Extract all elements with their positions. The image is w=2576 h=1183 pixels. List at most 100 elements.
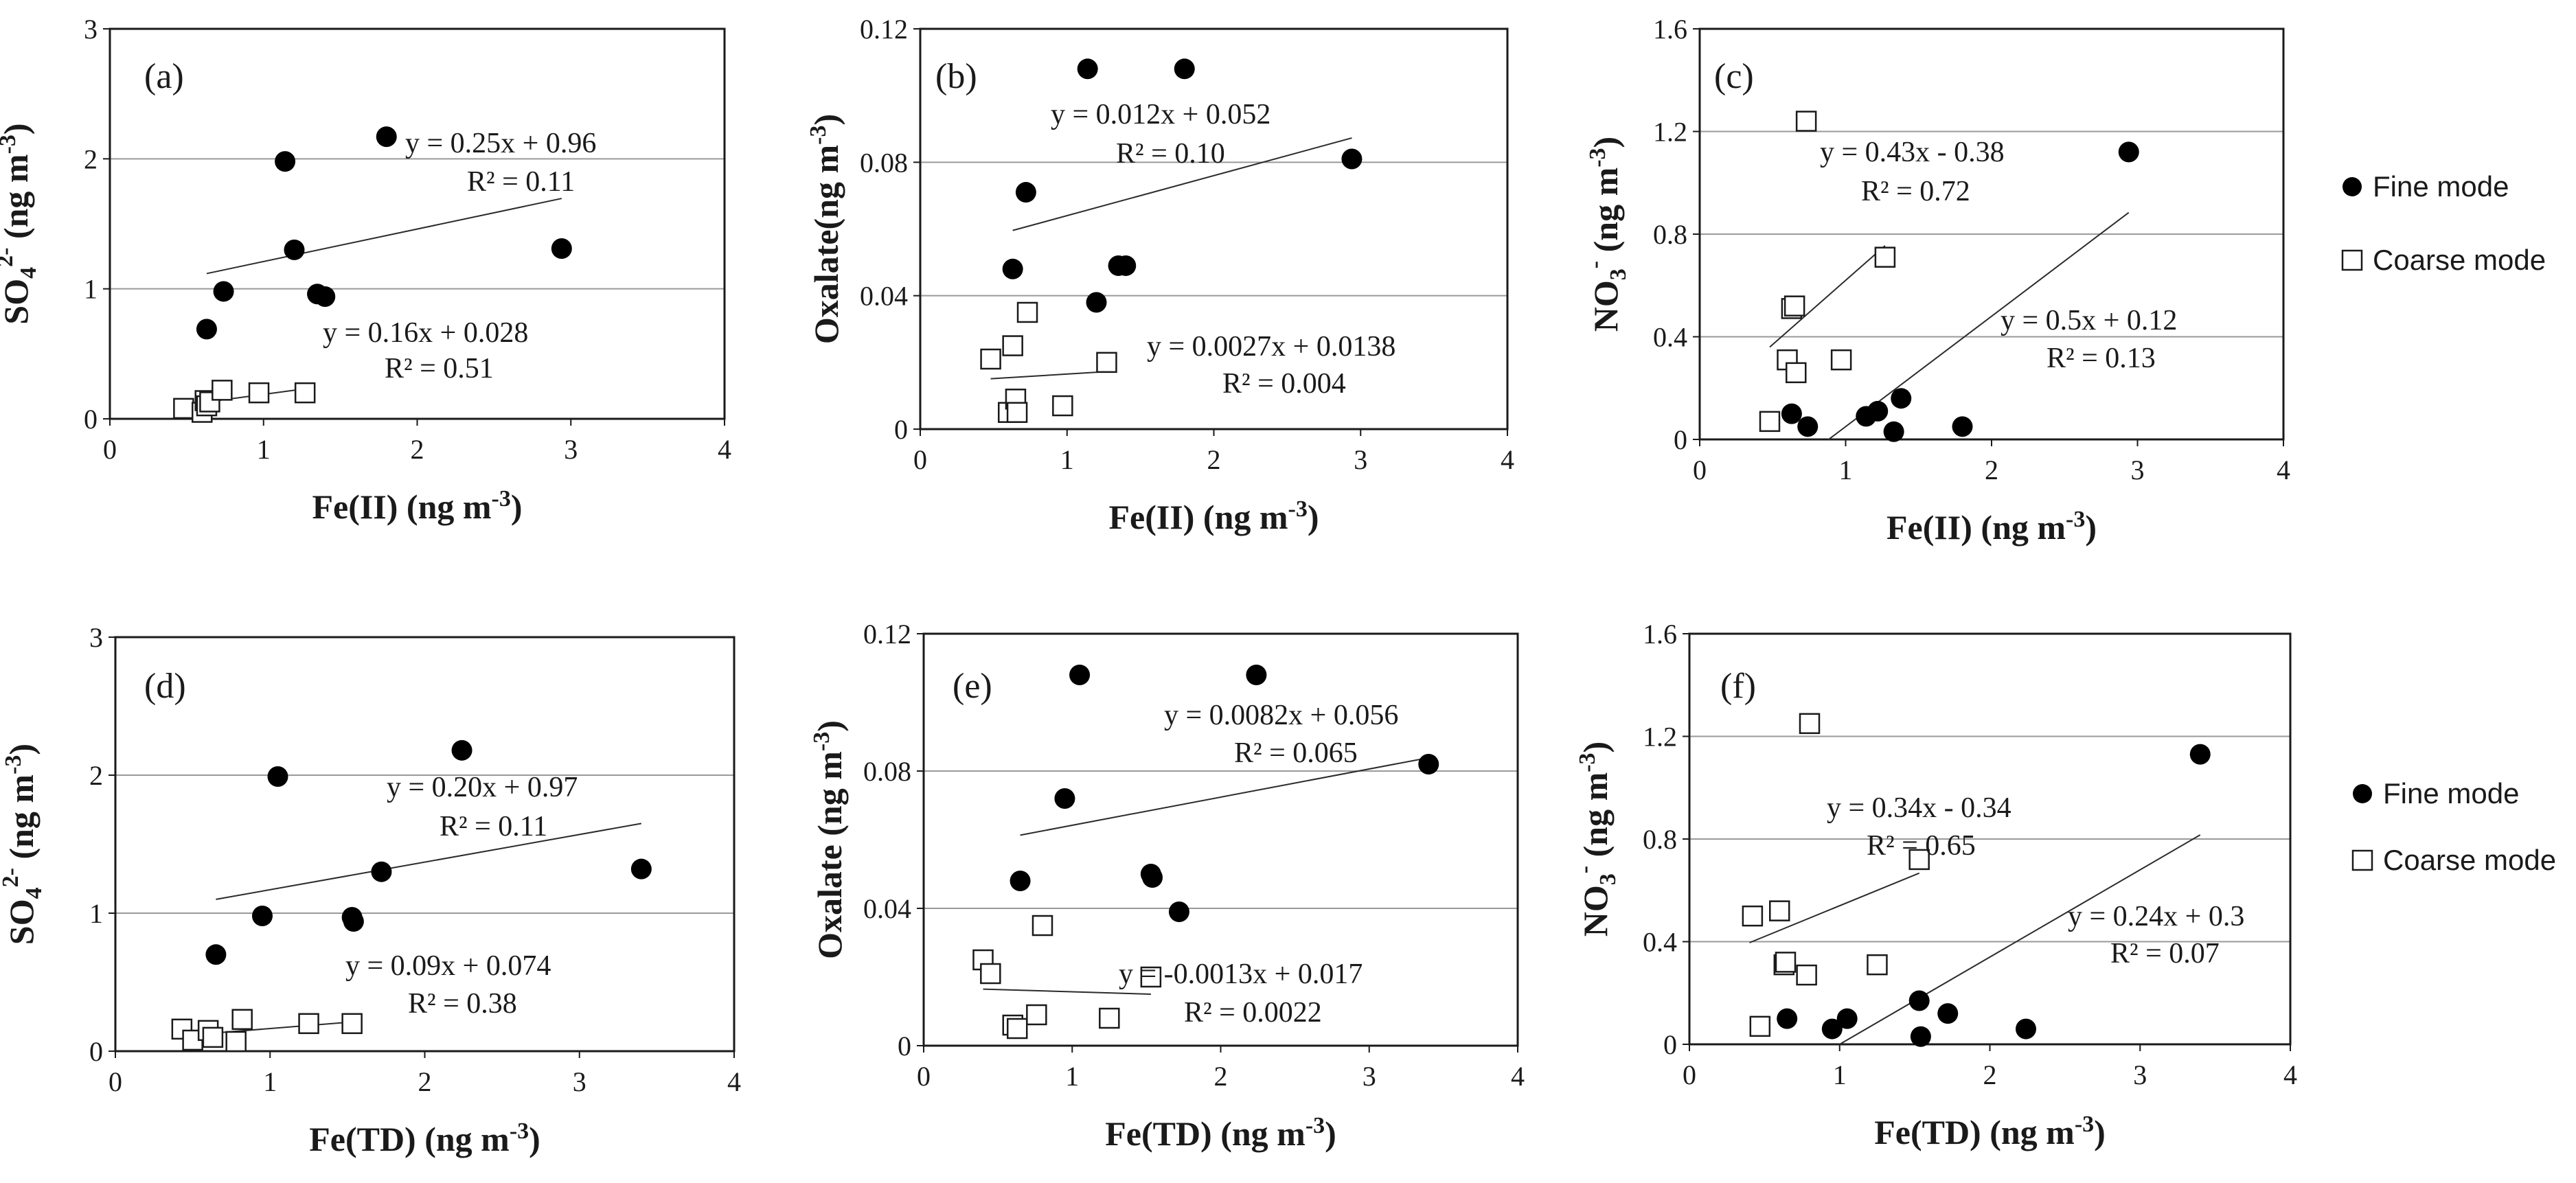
chart-panel-5: 00.040.080.120 1 2 3 4Fe(TD) (ng m-3)Oxalate… xyxy=(809,619,1525,1153)
x-tick-label: 1 xyxy=(1839,455,1853,485)
coarse-mode-fit-line xyxy=(1749,872,1920,943)
fine-mode-fit-line xyxy=(206,198,562,275)
coarse-mode-equation: y = 0.24x + 0.3 xyxy=(2068,901,2244,932)
coarse-mode-point xyxy=(1908,849,1930,871)
coarse-mode-point xyxy=(341,1013,363,1035)
fine-mode-r-squared: R² = 0.65 xyxy=(1867,830,1976,862)
y-axis-label: Oxalate(ng m-3) xyxy=(806,114,845,344)
x-tick-label: 2 xyxy=(1214,1061,1228,1092)
coarse-mode-point xyxy=(1867,954,1888,976)
x-axis-label: Fe(TD) (ng m-3) xyxy=(1105,1113,1336,1153)
y-tick-label: 1.6 xyxy=(1643,619,1677,650)
y-tick-label: 0.04 xyxy=(863,893,911,924)
y-axis-label-superscript: -3 xyxy=(1585,148,1610,167)
fine-mode-point xyxy=(213,281,234,302)
fine-mode-point xyxy=(1168,901,1189,922)
fine-mode-point xyxy=(1002,258,1023,279)
x-axis-label-end: ) xyxy=(1308,498,1319,536)
x-tick-label: 2 xyxy=(1207,444,1221,475)
x-tick-label: 2 xyxy=(1985,455,1998,485)
x-tick-label: 4 xyxy=(1511,1061,1525,1092)
legend-coarse-mode-label: Coarse mode xyxy=(2383,844,2556,876)
coarse-mode-point xyxy=(202,1026,224,1048)
y-axis-label: NO3- (ng m-3) xyxy=(1572,742,1621,937)
legend-coarse-mode-marker xyxy=(2341,249,2363,271)
x-tick-label: 3 xyxy=(564,434,578,465)
x-tick-label: 3 xyxy=(1354,444,1367,475)
x-tick-label: 1 xyxy=(1060,444,1074,475)
coarse-mode-point xyxy=(231,1009,253,1031)
coarse-mode-point xyxy=(1031,915,1053,937)
coarse-mode-fit-line xyxy=(1769,245,1886,348)
coarse-mode-point xyxy=(1795,111,1817,132)
y-tick-label: 0.08 xyxy=(863,756,911,787)
y-axis-label-end: ) xyxy=(2,744,41,755)
fine-mode-point xyxy=(1821,1018,1843,1040)
coarse-mode-point xyxy=(980,348,1001,370)
y-axis-label-end: ) xyxy=(807,114,845,126)
x-axis-label-superscript: -3 xyxy=(2075,1112,2094,1137)
coarse-mode-point xyxy=(1830,349,1852,371)
fine-mode-point xyxy=(1797,416,1819,437)
y-axis-label-superscript: -3 xyxy=(0,135,21,154)
fine-mode-point xyxy=(1777,1008,1798,1029)
x-tick-label: 2 xyxy=(418,1066,432,1097)
coarse-mode-point xyxy=(1759,411,1781,433)
x-axis-label: Fe(II) (ng m-3) xyxy=(312,486,522,526)
y-axis-label-superscript: -3 xyxy=(809,732,834,751)
y-axis-label-text: Oxalate (ng m xyxy=(810,751,849,959)
x-tick-label: 0 xyxy=(103,434,117,465)
fine-mode-r-squared: R² = 0.72 xyxy=(1861,176,1970,207)
y-tick-label: 3 xyxy=(84,14,98,45)
fine-mode-point xyxy=(1069,665,1091,685)
coarse-mode-point xyxy=(1002,335,1023,356)
fine-mode-point xyxy=(1908,990,1930,1011)
coarse-mode-equation: y = 0.5x + 0.12 xyxy=(2001,305,2177,336)
coarse-mode-point xyxy=(298,1013,319,1035)
y-axis-label-middle: (ng m xyxy=(0,154,35,247)
x-axis-label-end: ) xyxy=(1325,1114,1336,1153)
fine-mode-point xyxy=(275,151,296,172)
y-tick-label: 3 xyxy=(89,622,103,653)
y-tick-label: 2 xyxy=(89,760,103,791)
y-axis-label-superscript: - xyxy=(1582,261,1608,268)
fine-mode-point xyxy=(1086,292,1107,313)
y-axis-label-superscript: -3 xyxy=(806,126,831,145)
x-axis-label-superscript: -3 xyxy=(510,1118,529,1144)
coarse-mode-r-squared: R² = 0.38 xyxy=(408,988,517,1020)
y-axis-label-subscript: 3 xyxy=(1595,873,1621,885)
x-tick-label: 4 xyxy=(727,1066,741,1097)
y-axis-label-text: SO xyxy=(0,279,35,325)
coarse-mode-point xyxy=(1052,395,1073,417)
legend-fine-mode-label: Fine mode xyxy=(2373,170,2509,203)
y-tick-label: 0 xyxy=(1674,424,1687,455)
fine-mode-fit-line xyxy=(1012,137,1352,231)
coarse-mode-point xyxy=(1775,952,1797,973)
x-axis-label-text: Fe(II) (ng m xyxy=(1887,508,2066,547)
fine-mode-point xyxy=(267,766,288,788)
fine-mode-point xyxy=(1937,1003,1959,1024)
coarse-mode-r-squared: R² = 0.51 xyxy=(385,353,494,384)
fine-mode-r-squared: R² = 0.11 xyxy=(440,811,547,842)
fine-mode-point xyxy=(1054,788,1075,809)
panel-label: (b) xyxy=(935,57,977,96)
y-axis-label-text: SO xyxy=(2,899,41,945)
y-tick-label: 0 xyxy=(894,414,908,445)
legend-bottom: Fine mode Coarse mode xyxy=(2351,777,2556,876)
x-axis-label: Fe(TD) (ng m-3) xyxy=(1874,1112,2106,1151)
fine-mode-equation: y = 0.43x - 0.38 xyxy=(1820,137,2005,168)
fine-mode-point xyxy=(2016,1018,2036,1040)
y-tick-label: 1 xyxy=(89,898,103,929)
fine-mode-point xyxy=(1174,58,1195,80)
x-tick-label: 3 xyxy=(573,1066,586,1097)
fine-mode-point xyxy=(451,739,472,761)
y-axis-label-superscript: -3 xyxy=(1,755,26,774)
x-axis-label: Fe(TD) (ng m-3) xyxy=(309,1118,540,1158)
legend-coarse-mode-label: Coarse mode xyxy=(2373,244,2546,276)
fine-mode-fit-line xyxy=(216,823,642,900)
fine-mode-point xyxy=(1077,58,1098,80)
coarse-mode-point xyxy=(1140,966,1162,988)
coarse-mode-point xyxy=(1006,402,1028,423)
